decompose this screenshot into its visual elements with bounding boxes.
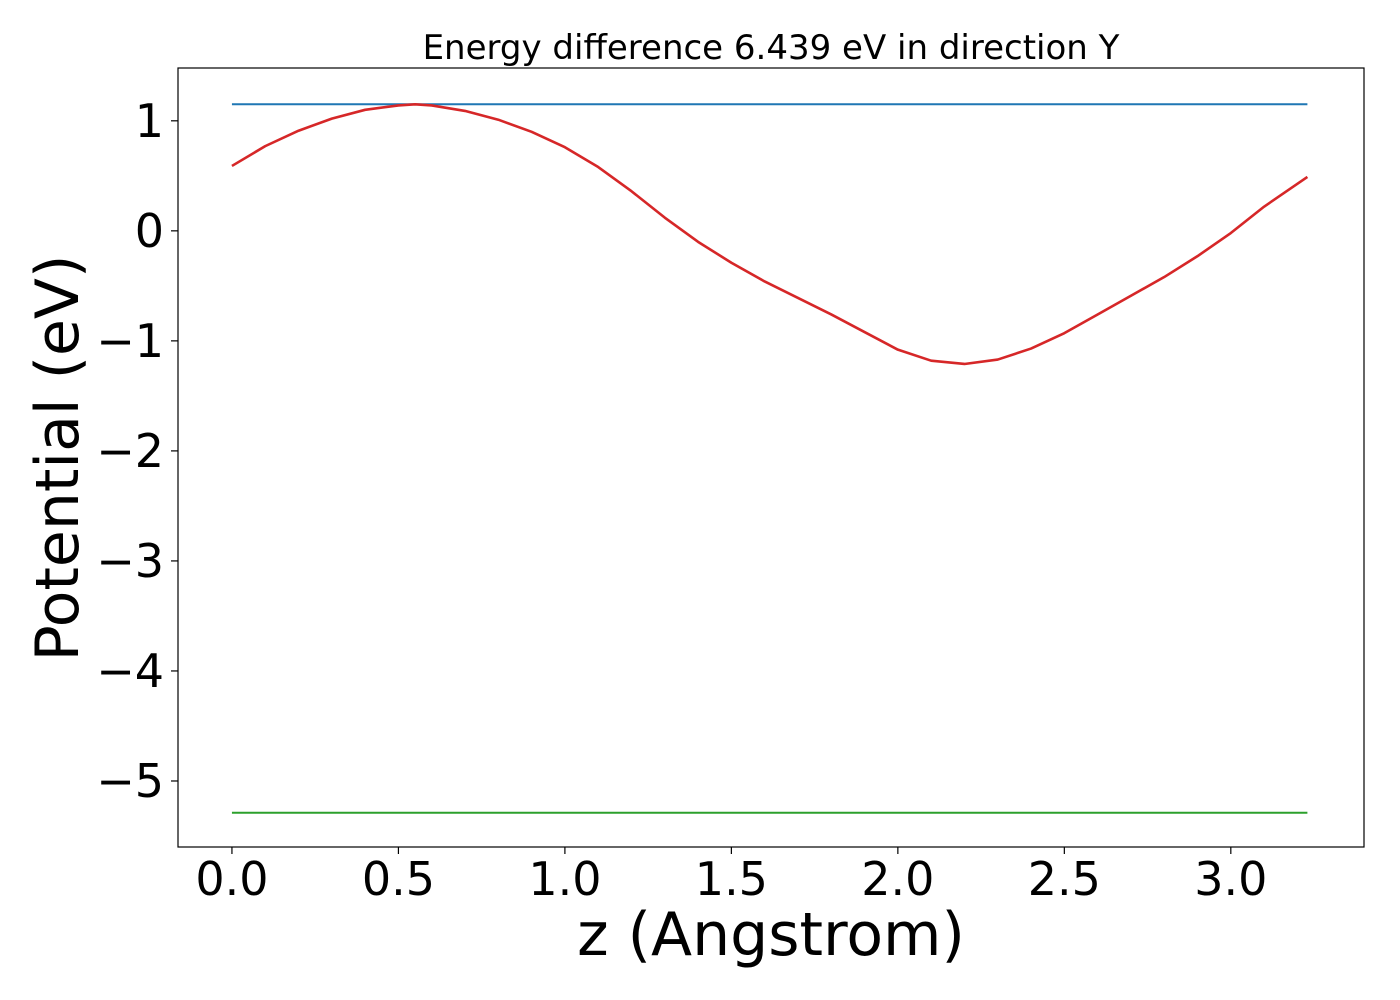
y-tick-label: −2 — [96, 424, 164, 478]
y-tick-label: 1 — [135, 94, 164, 148]
x-tick-label: 0.5 — [362, 852, 435, 906]
y-tick-label: −4 — [96, 644, 164, 698]
x-tick-label: 3.0 — [1194, 852, 1267, 906]
plot-frame — [177, 67, 1365, 848]
x-tick-label: 2.0 — [861, 852, 934, 906]
x-tick-label: 2.5 — [1028, 852, 1101, 906]
y-tick-label: −3 — [96, 534, 164, 588]
y-axis-ticks: 1 0 −1 −2 −3 −4 −5 — [96, 94, 178, 808]
x-tick-label: 1.5 — [695, 852, 768, 906]
y-tick-label: 0 — [135, 204, 164, 258]
x-axis-ticks: 0.0 0.5 1.0 1.5 2.0 2.5 3.0 — [195, 847, 1267, 906]
x-axis-label: z (Angstrom) — [577, 900, 965, 970]
y-axis-label: Potential (eV) — [23, 255, 93, 662]
chart-title: Energy difference 6.439 eV in direction … — [423, 28, 1120, 68]
y-tick-label: −5 — [96, 754, 164, 808]
x-tick-label: 1.0 — [528, 852, 601, 906]
series-layer — [231, 103, 1309, 814]
series-line-0 — [231, 103, 1309, 366]
x-tick-label: 0.0 — [195, 852, 268, 906]
y-tick-label: −1 — [96, 314, 164, 368]
